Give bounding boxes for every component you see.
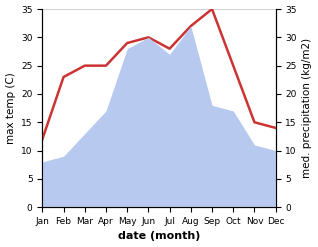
Y-axis label: max temp (C): max temp (C) — [5, 72, 16, 144]
Y-axis label: med. precipitation (kg/m2): med. precipitation (kg/m2) — [302, 38, 313, 178]
X-axis label: date (month): date (month) — [118, 231, 200, 242]
